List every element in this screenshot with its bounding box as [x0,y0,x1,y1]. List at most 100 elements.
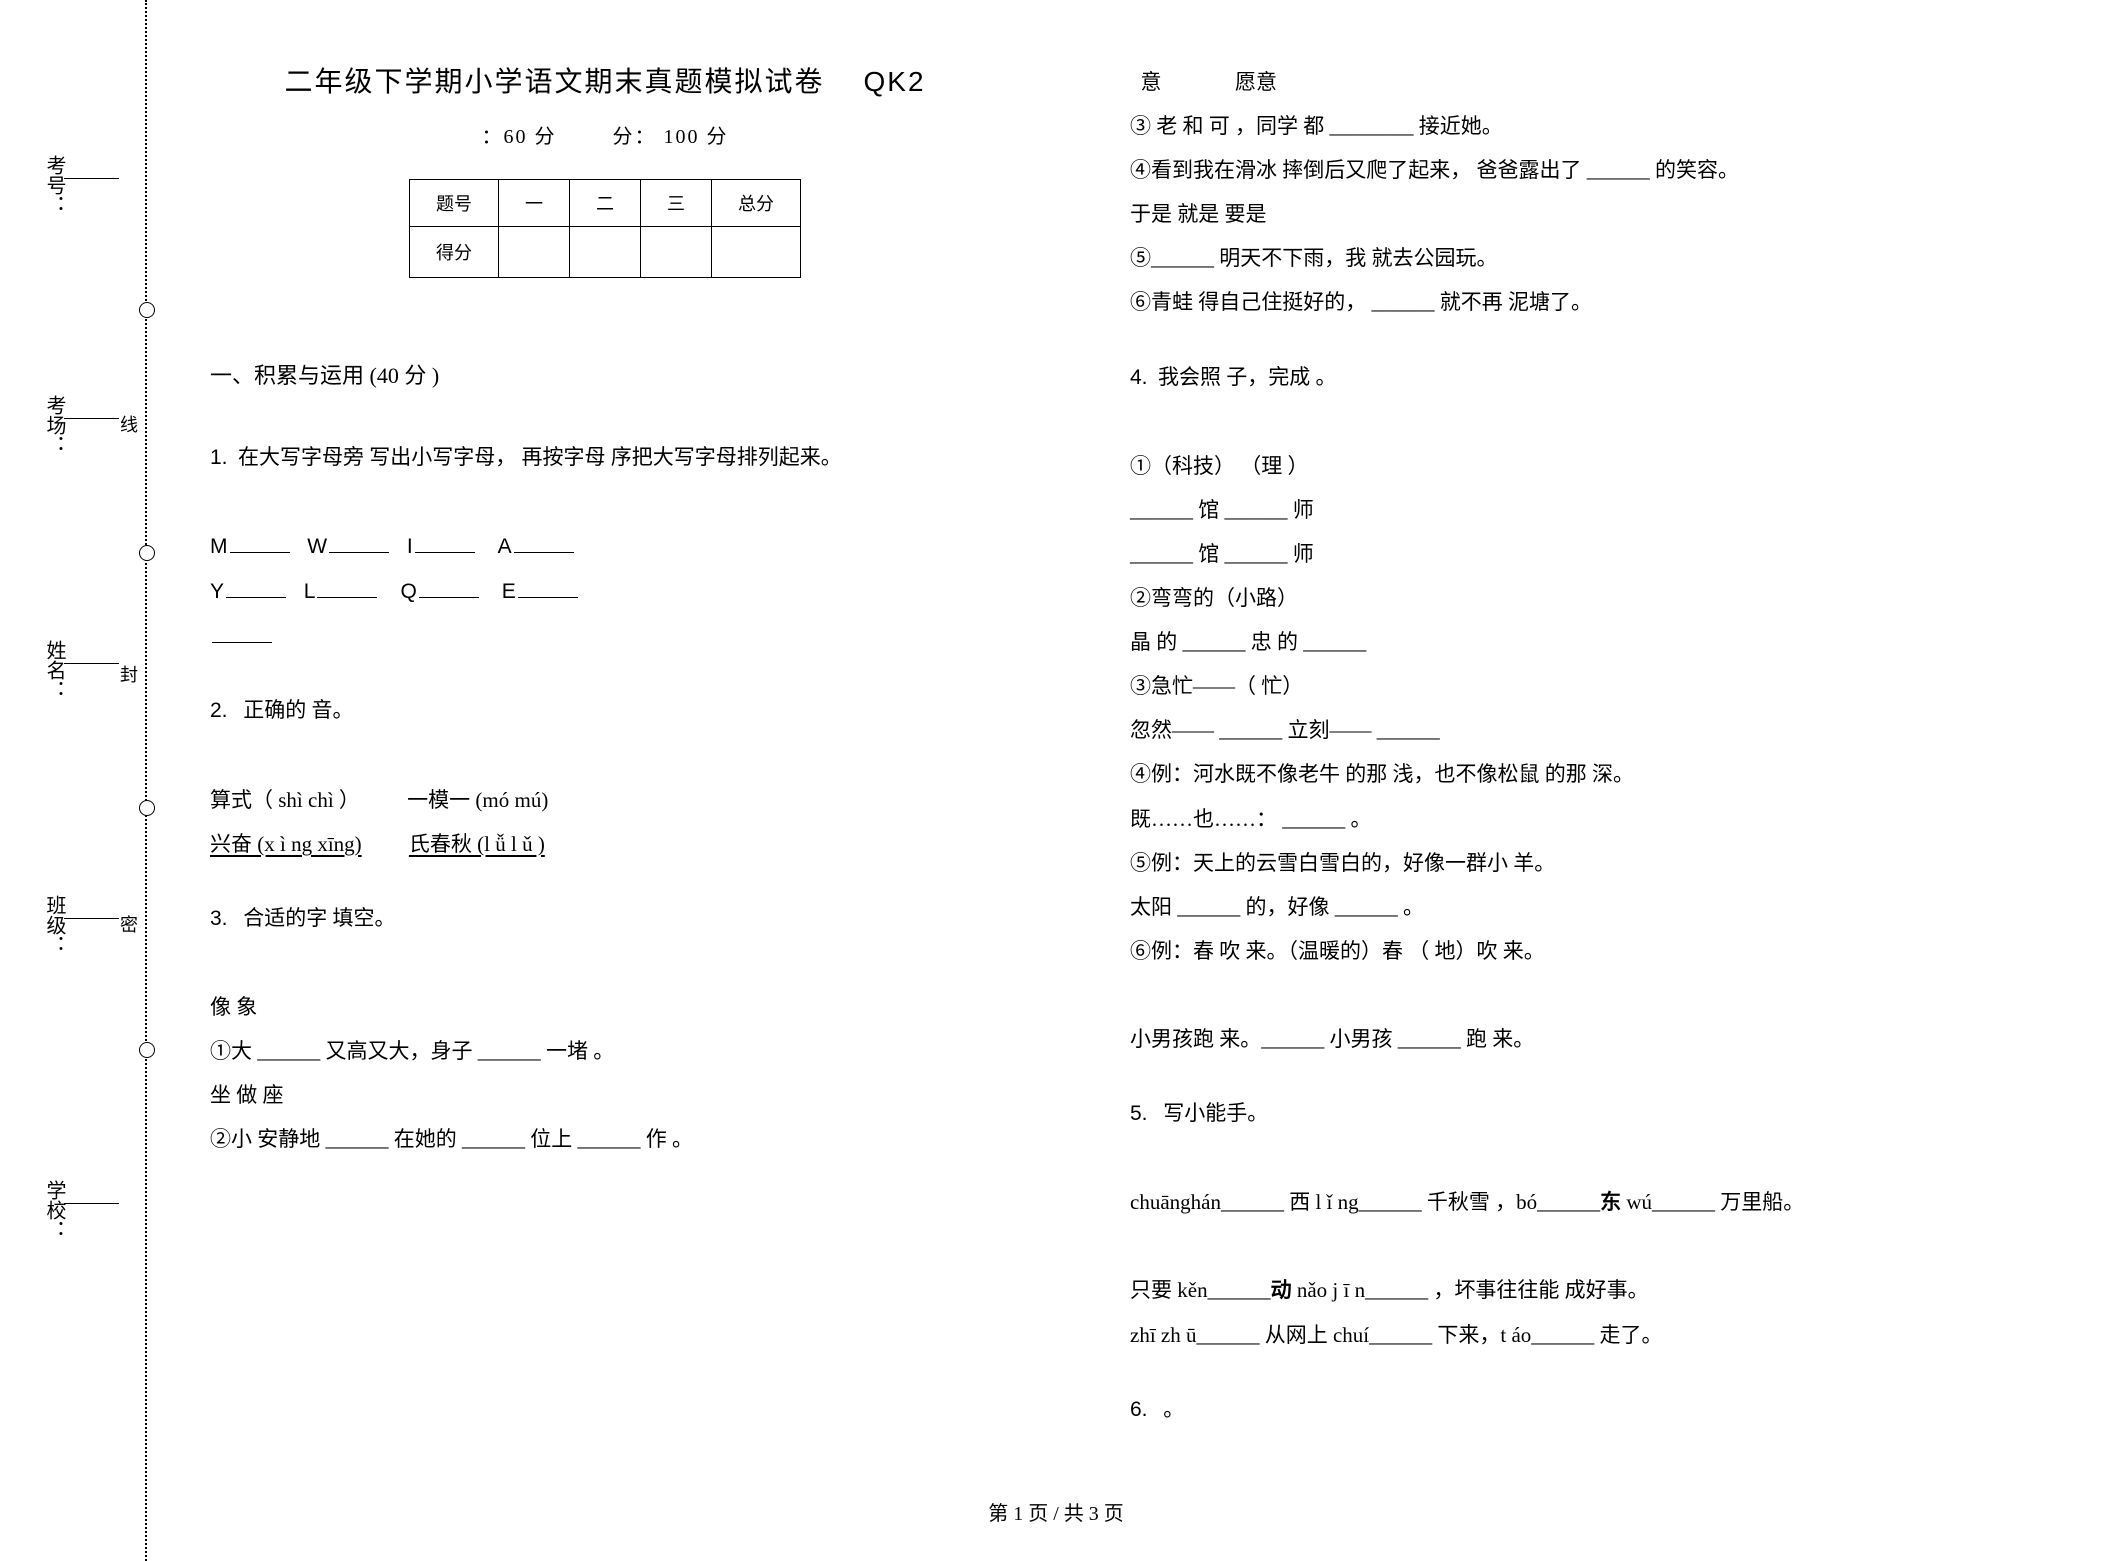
blank[interactable] [230,528,290,553]
td-label: 得分 [410,227,499,278]
blank[interactable] [329,528,389,553]
q5-text: 写小能手。 [1163,1101,1268,1125]
q2-item: 氏春秋 (l ǚ l ǔ ) [409,832,545,856]
binding-circle [139,800,155,816]
page-footer: 第 1 页 / 共 3 页 [0,1497,2112,1526]
q3-item: ①大 ______ 又高又大，身子 ______ 一堵 。 [210,1039,614,1063]
q1-letter: A [498,535,512,558]
q4-line: 既……也……： ______ 。 [1130,807,1372,831]
q3-num: 3. [210,907,228,930]
q4-text: 我会照 子，完成 。 [1158,365,1337,389]
blank[interactable] [226,573,286,598]
q5-line: 只要 kěn______ [1130,1278,1271,1302]
blank[interactable] [212,618,272,643]
time-text: ：60 分 [482,126,557,148]
q5-num: 5. [1130,1102,1148,1125]
q2-item: 一模一 (mó mú) [407,788,548,812]
question-2: 2. 正确的 音。 算式（ shì chì ） 一模一 (mó mú) 兴奋 (… [210,688,1000,865]
q3-pair: 愿意 [1235,70,1277,94]
q4-item: ①（科技） （理 ） [1130,454,1309,478]
q3-item: ②小 安静地 ______ 在她的 ______ 位上 ______ 作 。 [210,1127,693,1151]
blank[interactable] [514,528,574,553]
question-3-cont: 意 愿意 ③ 老 和 可 ，同学 都 ________ 接近她。 ④看到我在滑冰… [1130,60,1920,325]
blank[interactable] [317,573,377,598]
blank[interactable] [419,573,479,598]
q2-item: 算式（ shì chì ） [210,788,360,812]
q3-pair: 像 象 [210,995,257,1019]
q4-line: ______ 馆 ______ 师 [1130,498,1314,522]
q5-line: chuānghán______ 西 l ǐ ng______ 千秋雪 ，bó__… [1130,1190,1600,1214]
q4-item: ③急忙——（ 忙） [1130,674,1303,698]
section-1-title: 一、积累与运用 (40 分 ) [210,358,1000,390]
seal-xian: 线 [115,415,141,433]
q2-item: 兴奋 (x ì ng xīng) [210,832,362,856]
q4-line: 忽然—— ______ 立刻—— ______ [1130,718,1440,742]
q1-letter: E [502,580,516,603]
q3-item: ③ 老 和 可 ，同学 都 ________ 接近她。 [1130,114,1503,138]
q5-bold: 动 [1271,1278,1292,1302]
th-2: 二 [570,180,641,227]
q5-line: zhī zh ū______ 从网上 chuí______ 下来，t áo___… [1130,1323,1663,1347]
question-3: 3. 合适的字 填空。 像 象 ①大 ______ 又高又大，身子 ______… [210,896,1000,1162]
q4-item: ②弯弯的（小路） [1130,586,1298,610]
q4-line: 小男孩跑 来。______ 小男孩 ______ 跑 来。 [1130,1027,1534,1051]
dotted-binding-line [145,0,147,1561]
q3-item: ④看到我在滑冰 摔倒后又爬了起来， 爸爸露出了 ______ 的笑容。 [1130,158,1739,182]
left-margin: 考号： 考场： 姓名： 班级： 学校： 线 封 密 [0,0,180,1561]
label-xingming-line [62,640,121,664]
q1-letter: Y [210,580,224,603]
q4-line: 太阳 ______ 的，好像 ______ 。 [1130,895,1424,919]
q1-letter: Q [400,580,416,603]
binding-circle [139,1042,155,1058]
blank[interactable] [415,528,475,553]
binding-circle [139,302,155,318]
label-kaohao-line [62,155,121,179]
column-left: 二年级下学期小学语文期末真题模拟试卷 QK2 ：60 分 分： 100 分 题号… [210,60,1000,1462]
th-total: 总分 [712,180,801,227]
binding-circle [139,545,155,561]
th-3: 三 [641,180,712,227]
q4-item: ⑥例：春 吹 来。（温暖的）春 （ 地）吹 来。 [1130,939,1545,963]
seal-mi: 密 [115,915,141,933]
q4-num: 4. [1130,366,1148,389]
q5-line: nǎo j ī n______ ，坏事往往能 成好事。 [1292,1278,1649,1302]
label-banji-line [62,895,121,919]
q1-num: 1. [210,446,228,469]
q1-letter: W [307,535,327,558]
q4-line: 晶 的 ______ 忠 的 ______ [1130,630,1366,654]
q5-line: wú______ 万里船。 [1621,1190,1804,1214]
question-4: 4. 我会照 子，完成 。 ①（科技） （理 ） ______ 馆 ______… [1130,355,1920,1062]
q3-item: ⑥青蛙 得自己住挺好的， ______ 就不再 泥塘了。 [1130,290,1592,314]
td-cell [570,227,641,278]
title-code: QK2 [863,66,925,97]
td-cell [499,227,570,278]
question-5: 5. 写小能手。 chuānghán______ 西 l ǐ ng______ … [1130,1091,1920,1357]
q1-text: 在大写字母旁 写出小写字母， 再按字母 序把大写字母排列起来。 [238,445,842,469]
label-xuexiao-line [62,1180,121,1204]
q4-item: ④例：河水既不像老牛 的那 浅，也不像松鼠 的那 深。 [1130,762,1634,786]
q6-num: 6. [1130,1398,1148,1421]
q6-text: 。 [1163,1397,1184,1421]
q1-letter: L [304,580,316,603]
q3-pair: 意 [1135,70,1161,94]
q2-text: 正确的 音。 [243,698,353,722]
table-score-row: 得分 [410,227,801,278]
q4-item: ⑤例：天上的云雪白雪白的，好像一群小 羊。 [1130,851,1555,875]
exam-subtitle: ：60 分 分： 100 分 [210,120,1000,149]
td-cell [712,227,801,278]
td-cell [641,227,712,278]
q3-item: ⑤______ 明天不下雨，我 就去公园玩。 [1130,246,1498,270]
seal-feng: 封 [115,665,141,683]
score-text: 分： 100 分 [613,126,729,148]
column-right: 意 愿意 ③ 老 和 可 ，同学 都 ________ 接近她。 ④看到我在滑冰… [1130,60,1920,1462]
table-header-row: 题号 一 二 三 总分 [410,180,801,227]
q3-text: 合适的字 填空。 [243,906,395,930]
th-1: 一 [499,180,570,227]
q4-line: ______ 馆 ______ 师 [1130,542,1314,566]
title-text: 二年级下学期小学语文期末真题模拟试卷 [284,67,824,98]
q2-num: 2. [210,699,228,722]
main-content: 二年级下学期小学语文期末真题模拟试卷 QK2 ：60 分 分： 100 分 题号… [210,60,2072,1462]
question-1: 1. 在大写字母旁 写出小写字母， 再按字母 序把大写字母排列起来。 M W I… [210,435,1000,658]
score-table: 题号 一 二 三 总分 得分 [409,179,801,278]
blank[interactable] [518,573,578,598]
